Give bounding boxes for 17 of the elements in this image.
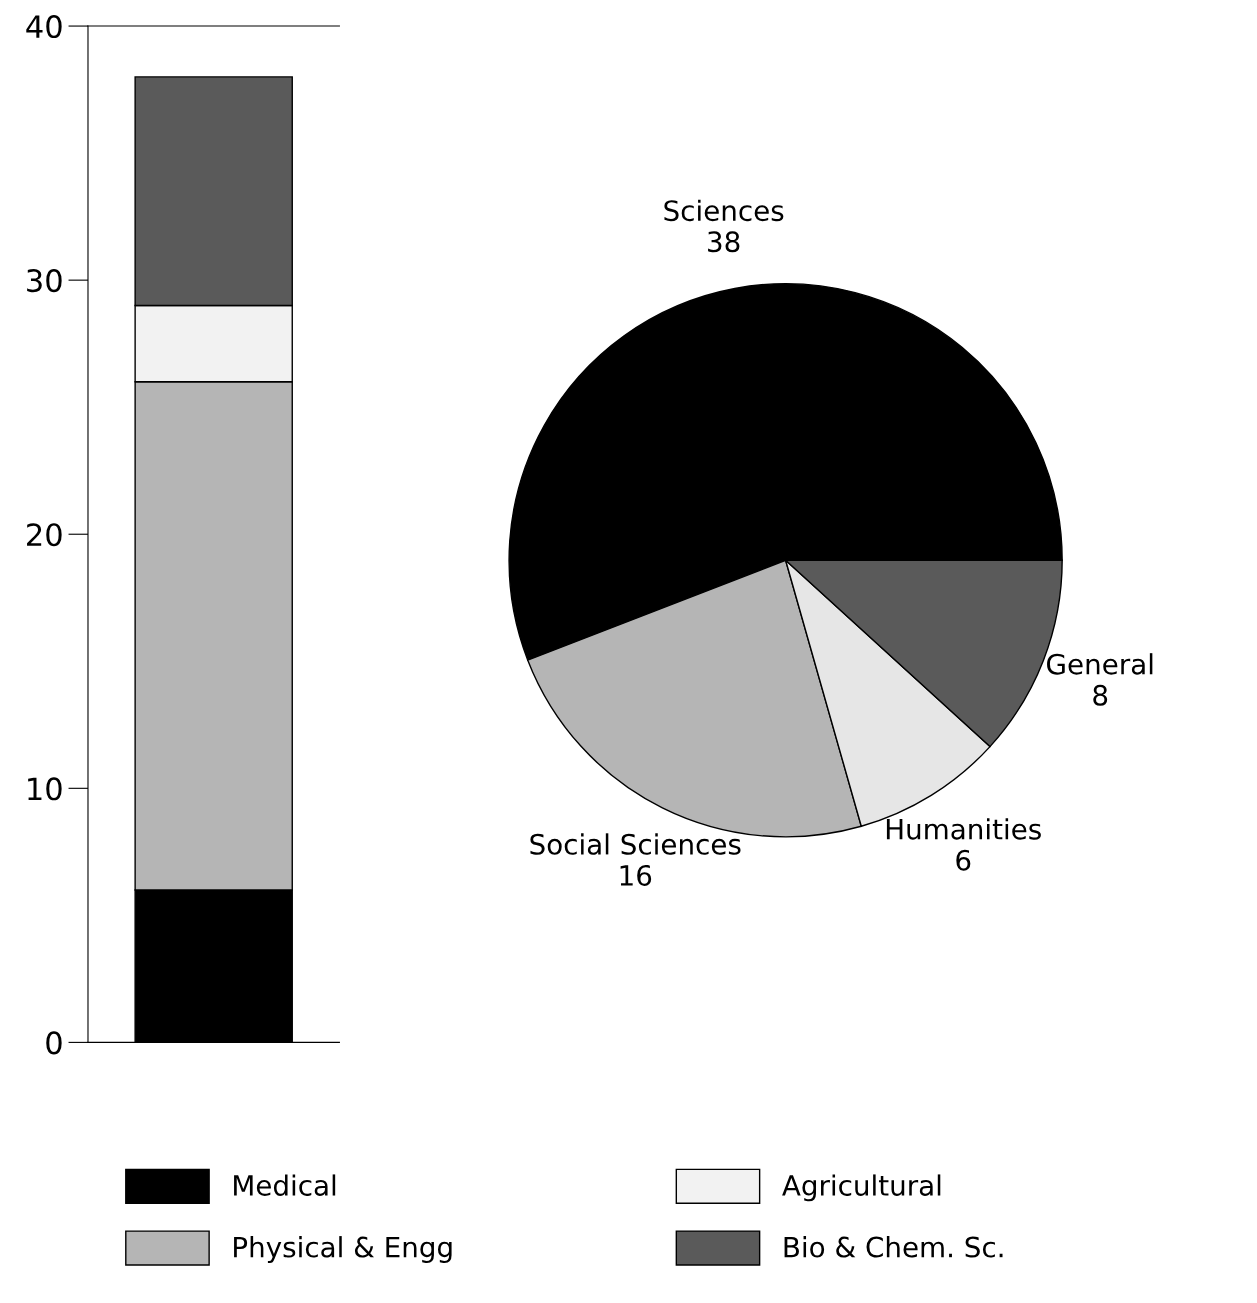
slice-label: General bbox=[1047, 653, 1153, 675]
legend-label: Physical & Engg bbox=[234, 1236, 452, 1263]
legend-label: Bio & Chem. Sc. bbox=[784, 1236, 1003, 1258]
data-label: 8 bbox=[1093, 684, 1108, 706]
y-tick-label: 40 bbox=[26, 14, 62, 39]
y-tick-label: 30 bbox=[27, 269, 62, 293]
y-tick-label: 0 bbox=[46, 1031, 62, 1055]
legend-label: Medical bbox=[234, 1174, 336, 1196]
y-tick-label: 20 bbox=[27, 523, 62, 547]
slice-label: Sciences bbox=[664, 199, 784, 222]
y-tick-label: 10 bbox=[28, 777, 62, 801]
data-label: 16 bbox=[620, 864, 652, 886]
data-label: 6 bbox=[956, 849, 971, 871]
legend-label: Agricultural bbox=[782, 1174, 941, 1202]
slice-label: Humanities bbox=[886, 818, 1041, 840]
data-label: 38 bbox=[708, 231, 740, 253]
slice-label: Social Sciences bbox=[530, 833, 741, 855]
